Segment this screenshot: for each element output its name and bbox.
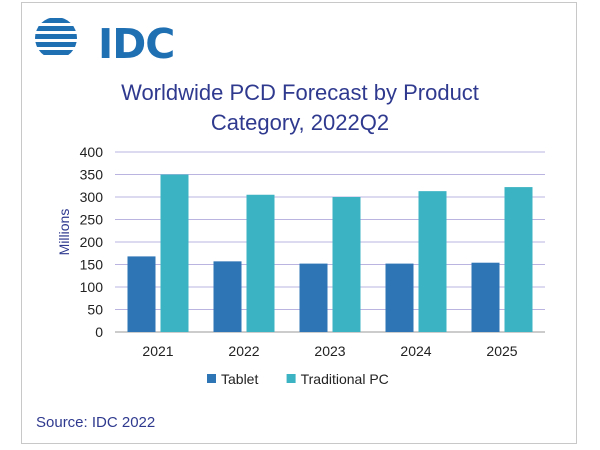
logo-text: IDC <box>98 20 175 68</box>
y-tick-label: 400 <box>80 144 104 160</box>
y-tick-label: 0 <box>95 324 103 340</box>
bar-traditional-pc <box>332 197 361 332</box>
x-tick-label: 2025 <box>486 343 517 359</box>
y-tick-label: 100 <box>80 279 104 295</box>
y-tick-label: 50 <box>87 302 103 318</box>
bar-tablet <box>127 256 156 332</box>
legend-swatch <box>207 374 216 383</box>
legend-label: Traditional PC <box>301 371 389 387</box>
chart-title-line-1: Worldwide PCD Forecast by Product <box>121 80 479 105</box>
source-note: Source: IDC 2022 <box>36 414 156 431</box>
globe-icon <box>35 18 77 55</box>
bar-tablet <box>299 263 328 332</box>
y-tick-label: 250 <box>80 212 104 228</box>
y-tick-label: 300 <box>80 189 104 205</box>
bar-traditional-pc <box>418 191 447 332</box>
bar-traditional-pc <box>160 174 189 332</box>
chart-title: Worldwide PCD Forecast by Product Catego… <box>60 78 540 138</box>
x-axis-ticks: 2021 2022 2023 2024 2025 <box>142 343 517 359</box>
bar-tablet <box>471 262 500 332</box>
legend-label: Tablet <box>221 371 258 387</box>
legend: Tablet Traditional PC <box>207 371 389 387</box>
bar-tablet <box>213 261 242 332</box>
bar-traditional-pc <box>246 194 275 332</box>
bar-tablet <box>385 263 414 332</box>
y-tick-label: 350 <box>80 167 104 183</box>
x-tick-label: 2024 <box>400 343 431 359</box>
idc-logo: IDC <box>32 14 175 65</box>
bars <box>127 174 533 332</box>
x-tick-label: 2021 <box>142 343 173 359</box>
y-axis-ticks: 0 50 100 150 200 250 300 350 400 <box>80 144 104 340</box>
chart-title-line-2: Category, 2022Q2 <box>210 110 390 135</box>
bar-traditional-pc <box>504 187 533 332</box>
legend-swatch <box>286 374 296 383</box>
y-tick-label: 150 <box>80 257 104 273</box>
y-axis-label: Millions <box>56 209 72 256</box>
x-tick-label: 2023 <box>314 343 345 359</box>
chart-frame <box>21 2 577 444</box>
x-tick-label: 2022 <box>228 343 259 359</box>
y-tick-label: 200 <box>80 234 104 250</box>
